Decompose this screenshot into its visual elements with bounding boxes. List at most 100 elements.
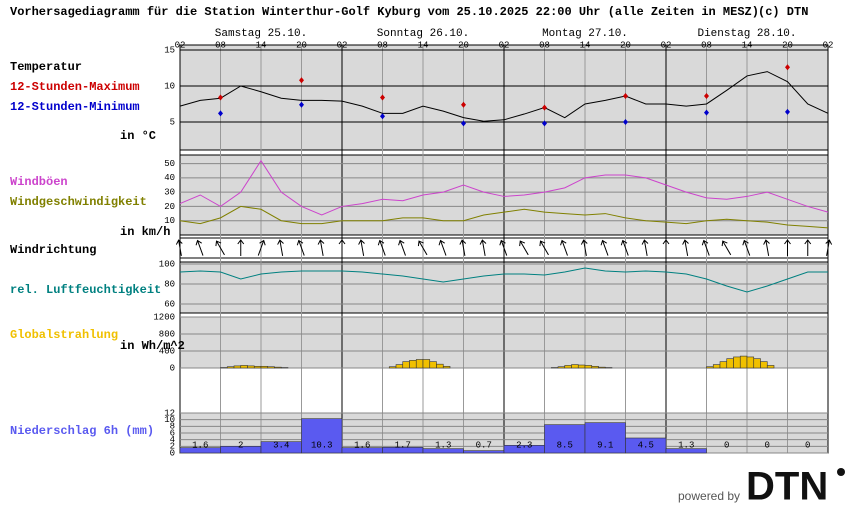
value-label: 2.3 [516, 440, 532, 450]
marker [299, 77, 304, 84]
bar [564, 365, 572, 369]
legend-label: Windgeschwindigkeit [10, 195, 147, 209]
wind-arrow [742, 239, 751, 256]
bar [766, 365, 775, 369]
bar [760, 361, 768, 369]
wind-arrow [237, 239, 245, 256]
hour-label: 02 [175, 40, 186, 50]
wind-arrow [701, 239, 710, 256]
wind-arrow [620, 239, 629, 256]
value-label: 0 [805, 440, 810, 450]
bar [247, 365, 255, 369]
bar [463, 450, 505, 454]
marker [542, 120, 547, 127]
wind-arrow [682, 239, 689, 256]
legend-label: 12-Stunden-Maximum [10, 80, 140, 94]
bar [706, 366, 714, 369]
unit-label: in km/h [120, 225, 170, 239]
y-tick-label: 40 [164, 173, 175, 183]
bar [544, 424, 586, 454]
wind-arrow [257, 239, 266, 256]
marker [380, 94, 385, 101]
value-label: 9.1 [597, 440, 613, 450]
y-tick-label: 30 [164, 188, 175, 198]
wind-arrow [277, 239, 284, 256]
bar [598, 366, 606, 369]
hour-label: 20 [458, 40, 469, 50]
wind-arrow [296, 239, 305, 256]
title: Vorhersagediagramm für die Station Winte… [10, 5, 759, 19]
bar [571, 364, 579, 369]
bar [739, 355, 748, 369]
wind-arrow [195, 239, 204, 256]
y-tick-label: 20 [164, 202, 175, 212]
wind-arrow [499, 239, 508, 256]
y-tick-label: 60 [164, 299, 175, 309]
bar [584, 422, 626, 454]
bar [240, 365, 248, 369]
bar [436, 363, 444, 369]
line [179, 71, 829, 122]
marker [704, 109, 709, 116]
marker [380, 113, 385, 120]
legend-label: Temperatur [10, 60, 82, 74]
bar [719, 361, 728, 369]
bar [402, 361, 410, 369]
copyright: (c) DTN [758, 5, 808, 19]
bar [712, 364, 721, 369]
value-label: 0 [765, 440, 770, 450]
hour-label: 02 [337, 40, 348, 50]
marker [704, 93, 709, 100]
bar [226, 366, 235, 369]
value-label: 8.5 [557, 440, 573, 450]
line [179, 267, 828, 293]
wind-arrow [641, 239, 649, 256]
hour-label: 14 [580, 40, 591, 50]
bar [395, 364, 404, 369]
value-label: 1.3 [678, 440, 694, 450]
y-tick-label: 10 [164, 216, 175, 226]
logo: DTN [746, 465, 828, 509]
legend-label: rel. Luftfeuchtigkeit [10, 283, 161, 297]
hour-label: 20 [620, 40, 631, 50]
wind-arrow [175, 239, 183, 256]
bar [422, 359, 431, 369]
bar [415, 359, 424, 369]
y-tick-label: 800 [159, 329, 175, 339]
marker [299, 101, 304, 108]
y-tick-label: 50 [164, 159, 175, 169]
bar [260, 365, 269, 369]
marker [785, 108, 790, 115]
wind-arrow [398, 239, 406, 256]
legend-label: Windböen [10, 175, 68, 189]
hour-label: 08 [539, 40, 550, 50]
wind-arrow [784, 239, 791, 256]
bar [557, 366, 566, 369]
bar [665, 448, 707, 454]
value-label: 1.3 [435, 440, 451, 450]
wind-arrow [377, 239, 386, 256]
bar [733, 356, 741, 369]
line [179, 159, 829, 216]
legend-label: 12-Stunden-Minimum [10, 100, 140, 114]
panel-title: Globalstrahlung [10, 328, 118, 342]
wind-arrow [763, 239, 770, 256]
wind-arrow [539, 240, 549, 256]
marker [785, 64, 790, 71]
value-label: 1.6 [354, 440, 370, 450]
y-tick-label: 10 [164, 81, 175, 91]
hour-label: 02 [661, 40, 672, 50]
bar [301, 418, 343, 454]
wind-arrow [662, 239, 670, 256]
wind-arrow [338, 239, 346, 256]
y-tick-label: 5 [170, 117, 175, 127]
day-label: Montag 27.10. [542, 28, 628, 40]
bar [253, 365, 262, 369]
hour-label: 14 [418, 40, 429, 50]
bar [409, 360, 417, 369]
y-tick-label: 10 [164, 415, 175, 425]
y-tick-label: 400 [159, 346, 175, 356]
y-tick-label: 12 [164, 408, 175, 418]
hour-label: 08 [701, 40, 712, 50]
